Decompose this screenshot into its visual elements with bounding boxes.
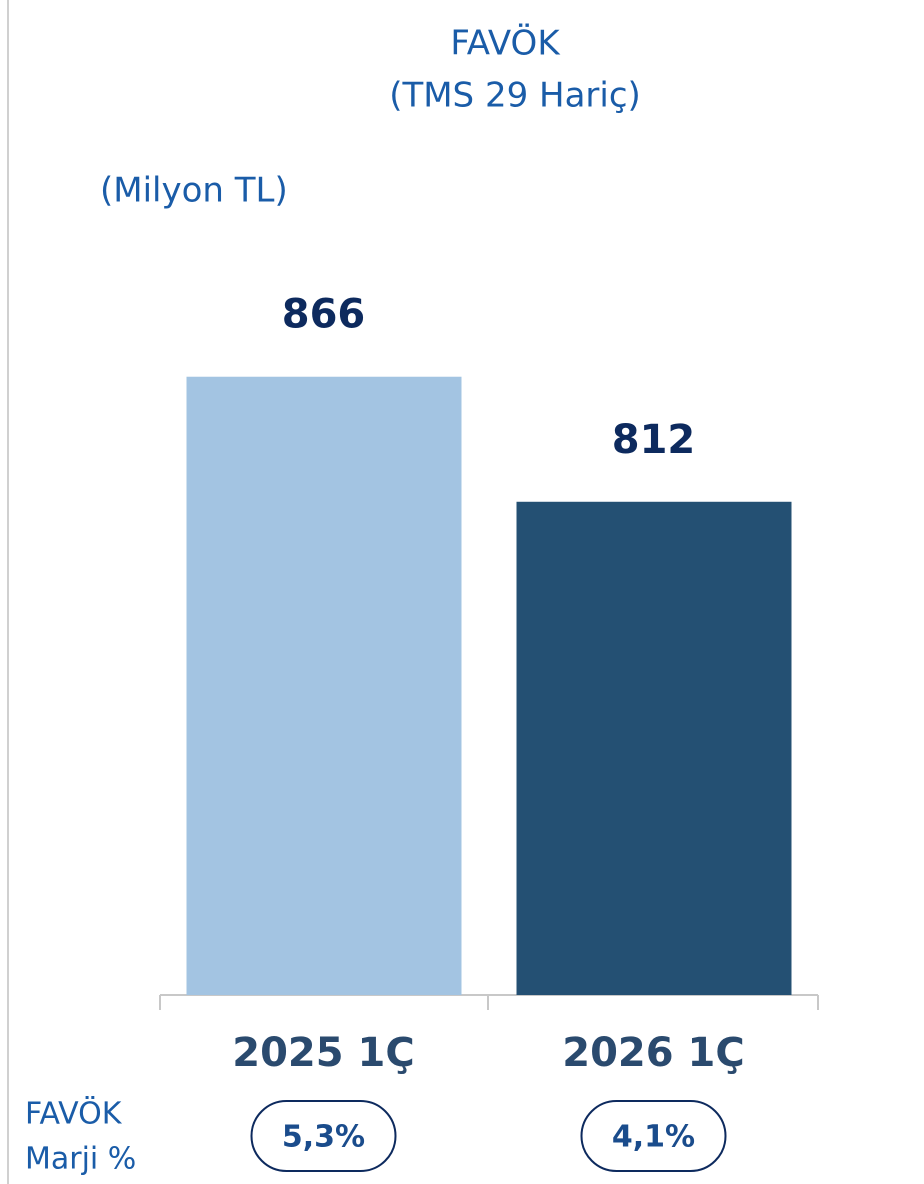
data-label: 812 xyxy=(612,417,696,463)
x-tick-label: 2025 1Ç xyxy=(232,1030,414,1076)
chart-subtitle: (TMS 29 Hariç) xyxy=(389,76,641,116)
x-tick-label: 2026 1Ç xyxy=(562,1030,744,1076)
bar xyxy=(186,376,462,995)
unit-label: (Milyon TL) xyxy=(100,171,288,211)
bar xyxy=(516,501,792,995)
margin-value: 4,1% xyxy=(612,1120,695,1155)
margin-label: FAVÖK xyxy=(25,1096,123,1132)
margin-pill xyxy=(250,1100,397,1172)
chart-title: FAVÖK xyxy=(450,23,561,64)
data-label: 866 xyxy=(282,292,366,338)
margin-label: Marji % xyxy=(25,1142,136,1177)
margin-value: 5,3% xyxy=(282,1120,365,1155)
margin-pill xyxy=(580,1100,727,1172)
